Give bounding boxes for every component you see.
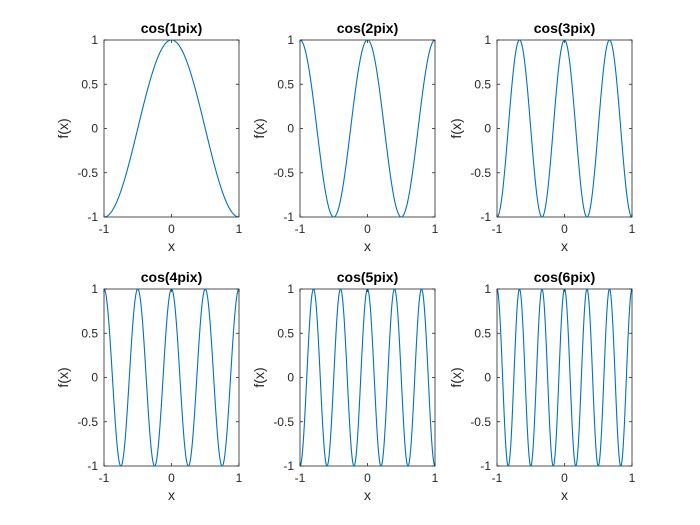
subplot-2: -1 0 1 -1 -0.5 0 0.5 1 cos(2pix) x f(x) — [251, 20, 439, 254]
subplot-3-xtick-label: 0 — [561, 222, 568, 236]
subplot-3-title: cos(3pix) — [534, 20, 595, 36]
subplot-3-xtick-label: -1 — [492, 222, 503, 236]
subplot-5-xtick-label: -1 — [295, 471, 306, 485]
subplot-3-ytick-label: 1 — [484, 33, 491, 47]
subplot-2-ytick-label: -1 — [283, 210, 294, 224]
subplot-2-axes-box — [299, 39, 436, 218]
subplot-1-ytick-label: -0.5 — [77, 166, 98, 180]
subplot-2-xtick-label: 0 — [364, 222, 371, 236]
subplot-4-ytick-label: -0.5 — [77, 415, 98, 429]
subplot-1-xlabel: x — [168, 238, 175, 254]
subplot-3-xtick-label: 1 — [629, 222, 636, 236]
subplot-6-ylabel: f(x) — [448, 367, 464, 387]
subplot-6-axes-box — [496, 288, 633, 467]
subplot-6: -1 0 1 -1 -0.5 0 0.5 1 cos(6pix) x f(x) — [448, 269, 636, 503]
subplot-2-ytick-label: 0 — [287, 122, 294, 136]
subplot-1-ylabel: f(x) — [55, 118, 71, 138]
subplot-4-xtick-label: -1 — [99, 471, 110, 485]
subplot-6-ytick-label: 1 — [484, 282, 491, 296]
subplot-6-xtick-label: 0 — [561, 471, 568, 485]
subplot-6-ytick-label: -0.5 — [470, 415, 491, 429]
subplot-6-ytick-label: -1 — [480, 459, 491, 473]
subplot-4: -1 0 1 -1 -0.5 0 0.5 1 cos(4pix) x f(x) — [55, 269, 243, 503]
subplot-5-title: cos(5pix) — [337, 269, 398, 285]
subplot-5-ylabel: f(x) — [251, 367, 267, 387]
subplot-2-xtick-label: -1 — [295, 222, 306, 236]
subplot-1-title: cos(1pix) — [141, 20, 202, 36]
subplot-2-xlabel: x — [364, 238, 371, 254]
subplot-4-xlabel: x — [168, 487, 175, 503]
subplot-4-ytick-label: 0 — [91, 371, 98, 385]
subplot-3-ytick-label: -0.5 — [470, 166, 491, 180]
subplot-4-title: cos(4pix) — [141, 269, 202, 285]
subplot-4-ytick-label: -1 — [87, 459, 98, 473]
subplot-6-xlabel: x — [561, 487, 568, 503]
subplot-3-xlabel: x — [561, 238, 568, 254]
subplot-5: -1 0 1 -1 -0.5 0 0.5 1 cos(5pix) x f(x) — [251, 269, 439, 503]
subplot-3-ylabel: f(x) — [448, 118, 464, 138]
subplot-4-ytick-label: 1 — [91, 282, 98, 296]
subplot-6-ytick-label: 0.5 — [474, 326, 491, 340]
subplot-2-ytick-label: -0.5 — [273, 166, 294, 180]
subplot-1-ytick-label: 0 — [91, 122, 98, 136]
subplot-5-xlabel: x — [364, 487, 371, 503]
subplot-2-ytick-label: 0.5 — [277, 77, 294, 91]
subplot-3-ytick-label: 0.5 — [474, 77, 491, 91]
subplot-6-ytick-label: 0 — [484, 371, 491, 385]
subplot-4-xtick-label: 0 — [168, 471, 175, 485]
subplot-5-ytick-label: 1 — [287, 282, 294, 296]
subplot-2-ytick-label: 1 — [287, 33, 294, 47]
subplot-5-ytick-label: -1 — [283, 459, 294, 473]
subplot-1: -1 0 1 -1 -0.5 0 0.5 1 cos(1pix) x f(x) — [55, 20, 243, 254]
subplot-1-xtick-label: -1 — [99, 222, 110, 236]
subplot-3: -1 0 1 -1 -0.5 0 0.5 1 cos(3pix) x f(x) — [448, 20, 636, 254]
subplot-4-axes-box — [103, 288, 240, 467]
subplot-5-ytick-label: 0.5 — [277, 326, 294, 340]
subplot-4-ytick-label: 0.5 — [81, 326, 98, 340]
subplot-4-xtick-label: 1 — [236, 471, 243, 485]
subplot-1-ytick-label: -1 — [87, 210, 98, 224]
subplot-1-axes-box — [103, 39, 240, 218]
subplot-4-ylabel: f(x) — [55, 367, 71, 387]
subplot-5-xtick-label: 1 — [432, 471, 439, 485]
subplot-2-ylabel: f(x) — [251, 118, 267, 138]
subplot-6-xtick-label: 1 — [629, 471, 636, 485]
subplot-1-xtick-label: 1 — [236, 222, 243, 236]
subplot-6-title: cos(6pix) — [534, 269, 595, 285]
subplot-2-title: cos(2pix) — [337, 20, 398, 36]
subplot-5-xtick-label: 0 — [364, 471, 371, 485]
subplot-6-xtick-label: -1 — [492, 471, 503, 485]
subplot-1-ytick-label: 1 — [91, 33, 98, 47]
subplot-3-ytick-label: 0 — [484, 122, 491, 136]
subplot-1-ytick-label: 0.5 — [81, 77, 98, 91]
subplot-5-axes-box — [299, 288, 436, 467]
subplot-3-axes-box — [496, 39, 633, 218]
subplot-5-ytick-label: -0.5 — [273, 415, 294, 429]
subplot-3-ytick-label: -1 — [480, 210, 491, 224]
subplot-2-xtick-label: 1 — [432, 222, 439, 236]
subplot-5-ytick-label: 0 — [287, 371, 294, 385]
subplot-1-xtick-label: 0 — [168, 222, 175, 236]
